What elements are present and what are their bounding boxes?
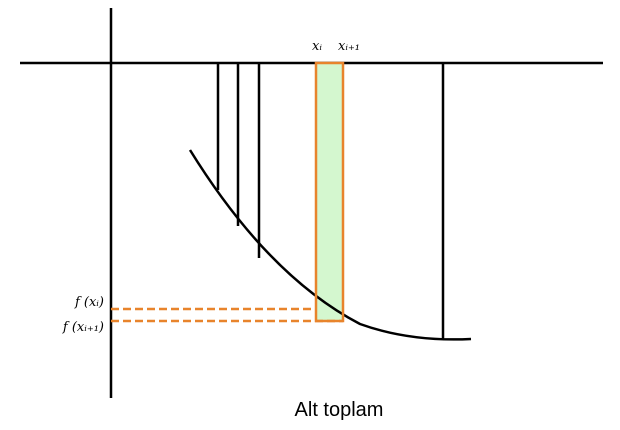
label-x-i: xᵢ: [312, 39, 322, 54]
highlighted-subinterval-fill: [316, 63, 343, 321]
label-f-x-i: f (xᵢ): [74, 295, 104, 310]
label-x-i-plus-1: xᵢ₊₁: [338, 39, 360, 54]
diagram-caption: Alt toplam: [295, 399, 384, 421]
label-f-x-i-plus-1: f (xᵢ₊₁): [62, 320, 104, 335]
